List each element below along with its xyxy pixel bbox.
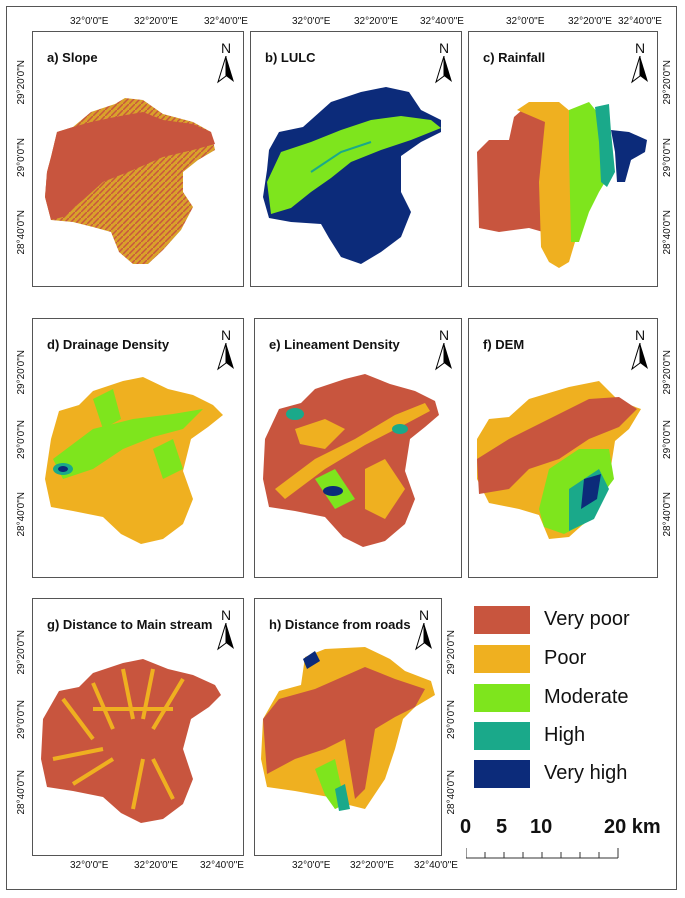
north-label: N (220, 40, 232, 56)
panel-distance-roads: h) Distance from roads N (254, 598, 442, 856)
lat-tick: 29°20'0"N (16, 60, 27, 105)
lat-tick: 28°40'0"N (16, 492, 27, 537)
map-drainage-density (45, 377, 223, 544)
legend-label: Very poor (544, 608, 630, 630)
panel-title: h) Distance from roads (269, 617, 411, 632)
lon-tick: 32°0'0"E (70, 16, 109, 27)
legend-swatch (474, 722, 530, 750)
north-arrow-icon (435, 56, 452, 84)
lat-tick: 29°0'0"N (446, 700, 457, 739)
panel-title: c) Rainfall (483, 50, 546, 65)
lon-tick: 32°20'0"E (350, 860, 394, 871)
lat-tick: 29°20'0"N (446, 630, 457, 675)
map-rainfall (477, 102, 647, 268)
north-label: N (438, 327, 450, 343)
north-arrow-icon (217, 623, 234, 651)
map-distance-roads (261, 647, 435, 811)
lat-tick: 28°40'0"N (16, 210, 27, 255)
lat-tick: 29°20'0"N (16, 350, 27, 395)
lat-tick: 28°40'0"N (662, 210, 673, 255)
lat-tick: 29°20'0"N (662, 350, 673, 395)
lon-tick: 32°40'0"E (204, 16, 248, 27)
north-arrow: N (217, 40, 235, 84)
scale-label: 20 km (604, 816, 661, 838)
lon-tick: 32°20'0"E (354, 16, 398, 27)
north-arrow-icon (631, 56, 648, 84)
lon-tick: 32°40'0"E (414, 860, 458, 871)
lat-tick: 28°40'0"N (446, 770, 457, 815)
lon-tick: 32°40'0"E (420, 16, 464, 27)
map-lulc (263, 87, 441, 264)
north-arrow-icon (415, 623, 432, 651)
north-arrow: N (631, 327, 649, 371)
lon-tick: 32°20'0"E (134, 860, 178, 871)
legend-label: Very high (544, 762, 628, 784)
north-arrow: N (415, 607, 433, 651)
legend-swatch (474, 606, 530, 634)
legend-label: Poor (544, 647, 587, 669)
panel-title: e) Lineament Density (269, 337, 400, 352)
lat-tick: 29°20'0"N (662, 60, 673, 105)
north-label: N (220, 327, 232, 343)
north-label: N (220, 607, 232, 623)
north-arrow: N (631, 40, 649, 84)
lon-tick: 32°20'0"E (568, 16, 612, 27)
panel-rainfall: c) Rainfall N (468, 31, 658, 287)
panel-lineament-density: e) Lineament Density N (254, 318, 462, 578)
panel-title: b) LULC (265, 50, 316, 65)
legend-swatch (474, 760, 530, 788)
panel-dem: f) DEM N (468, 318, 658, 578)
legend-label: Moderate (544, 686, 629, 708)
lon-tick: 32°0'0"E (292, 860, 331, 871)
lat-tick: 28°40'0"N (662, 492, 673, 537)
map-dem (477, 381, 641, 539)
map-distance-main-stream (41, 659, 221, 823)
panel-title: f) DEM (483, 337, 525, 352)
panel-drainage-density: d) Drainage Density N (32, 318, 244, 578)
lat-tick: 29°0'0"N (16, 420, 27, 459)
north-arrow: N (217, 607, 235, 651)
lon-tick: 32°0'0"E (506, 16, 545, 27)
lon-tick: 32°20'0"E (134, 16, 178, 27)
scale-label: 0 (460, 816, 472, 838)
figure-frame (6, 6, 677, 890)
lat-tick: 29°0'0"N (16, 700, 27, 739)
north-arrow-icon (631, 343, 648, 371)
legend-swatch (474, 645, 530, 673)
map-slope (45, 98, 215, 264)
panel-title: a) Slope (47, 50, 98, 65)
legend-swatch (474, 684, 530, 712)
map-lineament-density (263, 374, 439, 547)
north-label: N (418, 607, 430, 623)
panel-title: g) Distance to Main stream (47, 617, 213, 632)
legend-label: High (544, 724, 586, 746)
lat-tick: 29°20'0"N (16, 630, 27, 675)
lat-tick: 29°0'0"N (16, 138, 27, 177)
north-arrow-icon (435, 343, 452, 371)
lon-tick: 32°0'0"E (70, 860, 109, 871)
scale-label: 5 (496, 816, 508, 838)
panel-title: d) Drainage Density (47, 337, 170, 352)
north-arrow: N (435, 327, 453, 371)
north-label: N (634, 327, 646, 343)
lon-tick: 32°40'0"E (200, 860, 244, 871)
lat-tick: 29°0'0"N (662, 138, 673, 177)
scale-label: 10 (530, 816, 553, 838)
north-arrow: N (435, 40, 453, 84)
north-arrow-icon (217, 343, 234, 371)
north-label: N (438, 40, 450, 56)
north-arrow-icon (217, 56, 234, 84)
scale-bar-ruler (466, 848, 619, 859)
lat-tick: 28°40'0"N (16, 770, 27, 815)
lon-tick: 32°0'0"E (292, 16, 331, 27)
panel-distance-main-stream: g) Distance to Main stream N (32, 598, 244, 856)
lat-tick: 29°0'0"N (662, 420, 673, 459)
panel-lulc: b) LULC N (250, 31, 462, 287)
north-label: N (634, 40, 646, 56)
panel-slope: a) Slope N (32, 31, 244, 287)
lon-tick: 32°40'0"E (618, 16, 662, 27)
north-arrow: N (217, 327, 235, 371)
